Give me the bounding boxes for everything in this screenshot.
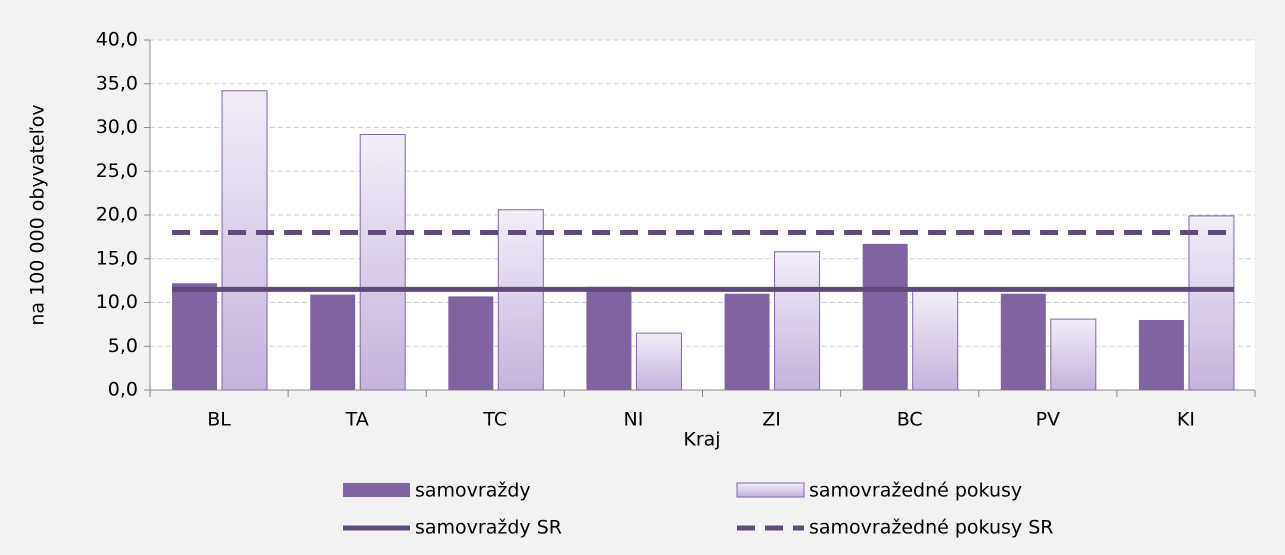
bar [497,209,544,391]
x-tick-label: TA [345,409,369,431]
y-tick-label: 15,0 [96,247,138,269]
x-tick-label: BL [207,409,231,431]
x-axis-title: Kraj [683,429,720,451]
bar [448,296,494,390]
bar [862,243,908,390]
y-tick-label: 10,0 [96,291,138,313]
bar [724,293,770,390]
bar [912,289,959,391]
bar [774,251,821,391]
bar [1138,320,1184,390]
bar [310,294,356,390]
x-tick-label: BC [897,409,923,431]
bar [1000,293,1046,390]
legend-label: samovražedné pokusy [809,480,1022,502]
bar [172,283,218,390]
y-tick-label: 30,0 [96,116,138,138]
x-tick-label: NI [624,409,644,431]
x-tick-label: KI [1177,409,1195,431]
legend-swatch [736,482,805,498]
bar [1050,318,1097,391]
legend-label: samovražedné pokusy SR [809,517,1053,539]
y-tick-label: 25,0 [96,160,138,182]
legend-label: samovraždy [415,480,531,502]
bar [586,286,632,390]
bar [221,90,268,391]
legend-label: samovraždy SR [415,517,562,539]
bar [1188,215,1235,391]
y-tick-label: 20,0 [96,204,138,226]
legend-swatch [343,483,410,497]
y-tick-label: 40,0 [96,29,138,51]
bar [635,332,682,391]
x-tick-label: TC [482,409,507,431]
y-axis-title: na 100 000 obyvateľov [27,104,49,325]
y-tick-label: 35,0 [96,72,138,94]
x-tick-label: PV [1036,409,1060,431]
x-tick-label: ZI [762,409,781,431]
y-tick-label: 0,0 [108,379,138,401]
y-tick-label: 5,0 [108,335,138,357]
bar [359,134,406,391]
